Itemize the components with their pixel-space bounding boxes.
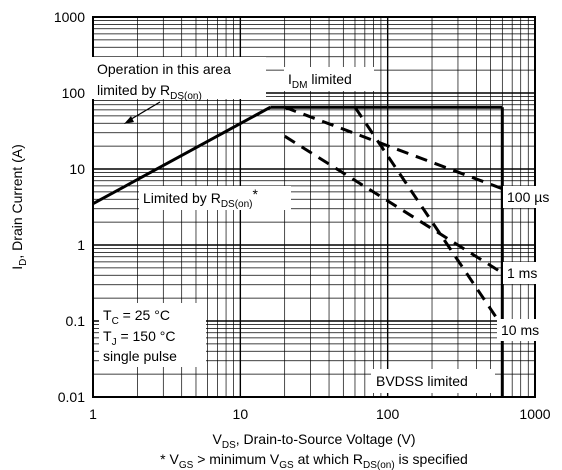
pulse-width-1ms: 1 ms (503, 262, 553, 284)
svg-text:Limited by RDS(on)*: Limited by RDS(on)* (143, 186, 259, 210)
idm-limited-label: IDM limited (284, 67, 374, 91)
operation-note-line1: Operation in this area (97, 61, 231, 77)
series-line (353, 106, 504, 328)
y-axis-label: ID, Drain Current (A) (9, 144, 29, 269)
svg-text:10 ms: 10 ms (501, 322, 539, 338)
y-tick-label: 0.01 (58, 389, 85, 405)
series-lines (92, 105, 504, 397)
x-tick-label: 100 (376, 406, 400, 422)
y-tick-label: 100 (62, 85, 86, 101)
condition-pulse: single pulse (103, 348, 177, 364)
operation-note-line2: limited by RDS(on) (97, 82, 202, 102)
y-tick-label: 10 (69, 161, 85, 177)
footnote: * VGS > minimum VGS at which RDS(on) is … (160, 451, 468, 470)
arrow-head-icon (124, 116, 134, 124)
y-tick-label: 1000 (54, 9, 85, 25)
bvdss-limited-label: BVDSS limited (371, 369, 495, 393)
series-line (283, 134, 504, 275)
tick-labels: 1 10 100 1000 1000 100 10 1 0.1 0.01 (54, 9, 551, 422)
x-tick-label: 1 (89, 406, 97, 422)
series-line (92, 105, 272, 206)
condition-tj: TJ = 150 °C (103, 328, 175, 348)
test-conditions: TC = 25 °C TJ = 150 °C single pulse (99, 303, 206, 367)
rds-limited-label: Limited by RDS(on)* (139, 186, 291, 210)
x-axis-label: VDS, Drain-to-Source Voltage (V) (213, 431, 416, 451)
operation-note-arrow (127, 101, 161, 122)
condition-tc: TC = 25 °C (103, 307, 170, 327)
operation-area-note: Operation in this area limited by RDS(on… (92, 57, 266, 124)
svg-text:IDM limited: IDM limited (288, 71, 352, 91)
x-tick-label: 1000 (519, 406, 550, 422)
pulse-width-100us: 100 µs (503, 186, 561, 208)
svg-text:1 ms: 1 ms (507, 265, 537, 281)
x-tick-label: 10 (233, 406, 249, 422)
pulse-width-10ms: 10 ms (497, 319, 557, 341)
y-tick-label: 0.1 (66, 313, 86, 329)
y-tick-label: 1 (77, 237, 85, 253)
svg-text:100 µs: 100 µs (507, 189, 549, 205)
svg-text:BVDSS limited: BVDSS limited (376, 373, 468, 389)
